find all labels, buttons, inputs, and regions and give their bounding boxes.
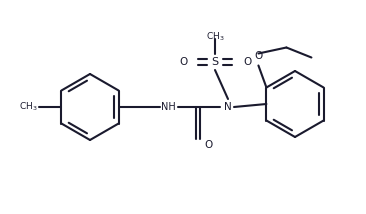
Text: O: O xyxy=(243,57,251,67)
Text: S: S xyxy=(212,57,219,67)
Text: NH: NH xyxy=(161,102,175,112)
Text: O: O xyxy=(204,140,212,150)
Text: O: O xyxy=(179,57,187,67)
Text: O: O xyxy=(254,51,262,61)
Text: CH$_3$: CH$_3$ xyxy=(19,101,37,113)
Text: CH$_3$: CH$_3$ xyxy=(206,30,224,43)
Text: N: N xyxy=(224,102,232,112)
